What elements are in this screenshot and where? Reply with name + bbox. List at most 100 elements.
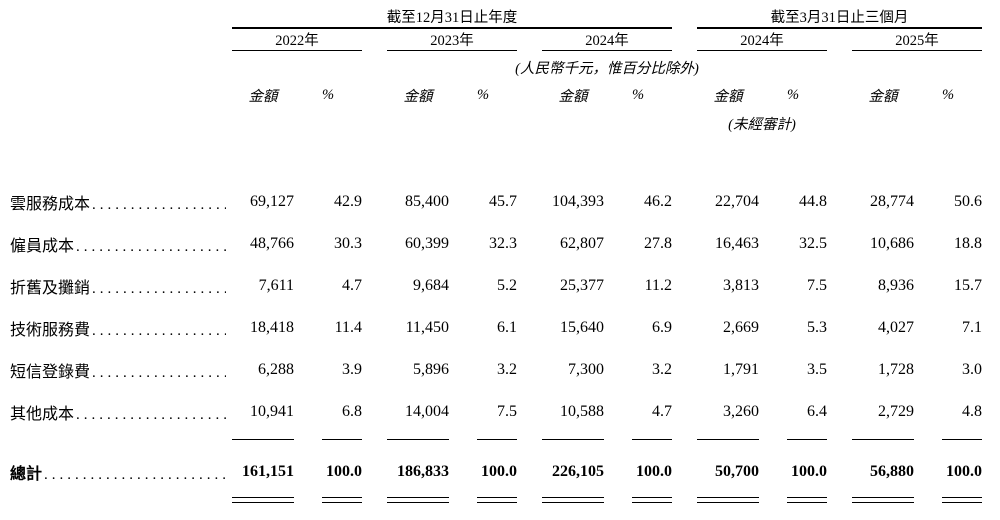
row-label-text: 折舊及攤銷 [10, 280, 91, 297]
dot-leader: ........................................… [76, 239, 226, 255]
group-gap [362, 391, 387, 433]
amount-rule-cell [542, 433, 604, 453]
double-underline [697, 497, 759, 503]
amount-cell: 60,399 [405, 235, 449, 252]
amount-cell: 25,377 [560, 277, 604, 294]
group-gap [517, 391, 542, 433]
group-gap [827, 307, 852, 349]
single-underline [542, 439, 604, 440]
group-gap [672, 6, 697, 28]
double-underline [322, 497, 362, 503]
row-label: 其他成本....................................… [10, 391, 232, 433]
year-header-2022: 2022年 [232, 28, 362, 51]
amount-rule-cell [232, 491, 294, 511]
single-underline [477, 439, 517, 440]
percent-cell: 4.7 [652, 403, 672, 420]
amount-cell: 10,941 [250, 403, 294, 420]
percent-cell: 7.5 [497, 403, 517, 420]
group-gap [517, 223, 542, 265]
table-row: 其他成本....................................… [10, 391, 982, 433]
year-header-2023: 2023年 [387, 28, 517, 51]
amount-rule-cell [232, 433, 294, 453]
label-column-spacer [10, 433, 232, 453]
percent-cell: 100.0 [326, 463, 362, 480]
percent-cell: 32.3 [489, 235, 517, 252]
double-underline [542, 497, 604, 503]
table-row: 折舊及攤銷...................................… [10, 265, 982, 307]
percent-rule-cell [449, 433, 517, 453]
table-row: 僱員成本....................................… [10, 223, 982, 265]
row-label: 僱員成本....................................… [10, 223, 232, 265]
quarter-period-header: 截至3月31日止三個月 [697, 6, 983, 29]
percent-cell: 44.8 [799, 193, 827, 210]
row-label-text: 總計 [10, 466, 43, 483]
amount-cell: 16,463 [715, 235, 759, 252]
cost-breakdown-table: 截至12月31日止年度 截至3月31日止三個月 2022年 2023年 2024… [10, 6, 983, 511]
amount-cell: 7,611 [258, 277, 294, 294]
percent-cell: 6.9 [652, 319, 672, 336]
amount-header: 金額 [713, 88, 743, 105]
amount-cell: 11,450 [405, 319, 449, 336]
year-header-q1-2025: 2025年 [852, 28, 983, 51]
percent-rule-cell [759, 433, 827, 453]
total-double-rule-row [10, 491, 983, 511]
percent-rule-cell [604, 491, 672, 511]
amount-cell: 186,833 [397, 463, 449, 480]
amount-cell: 62,807 [560, 235, 604, 252]
amount-cell: 22,704 [715, 193, 759, 210]
percent-rule-cell [294, 433, 362, 453]
dot-leader: ........................................… [92, 323, 226, 339]
amount-rule-cell [852, 433, 914, 453]
row-label-text: 短信登錄費 [10, 364, 91, 381]
annual-period-header: 截至12月31日止年度 [232, 6, 672, 29]
percent-cell: 11.4 [334, 319, 362, 336]
percent-cell: 6.4 [807, 403, 827, 420]
percent-cell: 3.0 [962, 361, 983, 378]
percent-cell: 3.5 [807, 361, 827, 378]
table-row: 短信登錄費...................................… [10, 349, 982, 391]
amount-header: 金額 [868, 88, 898, 105]
percent-rule-cell [759, 491, 827, 511]
single-underline [632, 439, 672, 440]
year-header-2024: 2024年 [542, 28, 672, 51]
group-gap [362, 453, 387, 491]
amount-cell: 6,288 [258, 361, 294, 378]
row-label: 總計......................................… [10, 453, 232, 491]
percent-header: % [941, 86, 955, 103]
group-gap [827, 391, 852, 433]
group-gap [517, 433, 542, 453]
percent-rule-cell [294, 491, 362, 511]
amount-cell: 48,766 [250, 235, 294, 252]
group-gap [672, 28, 697, 51]
percent-rule-cell [449, 491, 517, 511]
percent-header: % [321, 86, 335, 103]
amount-cell: 2,669 [723, 319, 759, 336]
group-gap [362, 223, 387, 265]
table-row: 雲服務成本...................................… [10, 181, 982, 223]
double-underline [632, 497, 672, 503]
percent-cell: 7.1 [962, 319, 983, 336]
amount-header: 金額 [558, 88, 588, 105]
unaudited-note: (未經審計) [728, 117, 796, 133]
group-gap [827, 181, 852, 223]
group-gap [517, 265, 542, 307]
percent-cell: 6.1 [497, 319, 517, 336]
amount-cell: 9,684 [413, 277, 449, 294]
group-gap [827, 28, 852, 51]
percent-cell: 30.3 [334, 235, 362, 252]
dot-leader: ........................................… [44, 467, 226, 483]
amount-cell: 226,105 [552, 463, 604, 480]
amount-rule-cell [697, 433, 759, 453]
amount-cell: 8,936 [878, 277, 914, 294]
amount-cell: 15,640 [560, 319, 604, 336]
currency-note: (人民幣千元，惟百分比除外) [515, 61, 699, 77]
single-underline [787, 439, 827, 440]
year-header-row: 2022年 2023年 2024年 2024年 2025年 [10, 28, 983, 51]
percent-cell: 4.8 [962, 403, 983, 420]
row-label: 折舊及攤銷...................................… [10, 265, 232, 307]
group-gap [362, 491, 387, 511]
amount-cell: 1,791 [723, 361, 759, 378]
group-gap [672, 307, 697, 349]
single-underline [697, 439, 759, 440]
percent-rule-cell [914, 491, 983, 511]
